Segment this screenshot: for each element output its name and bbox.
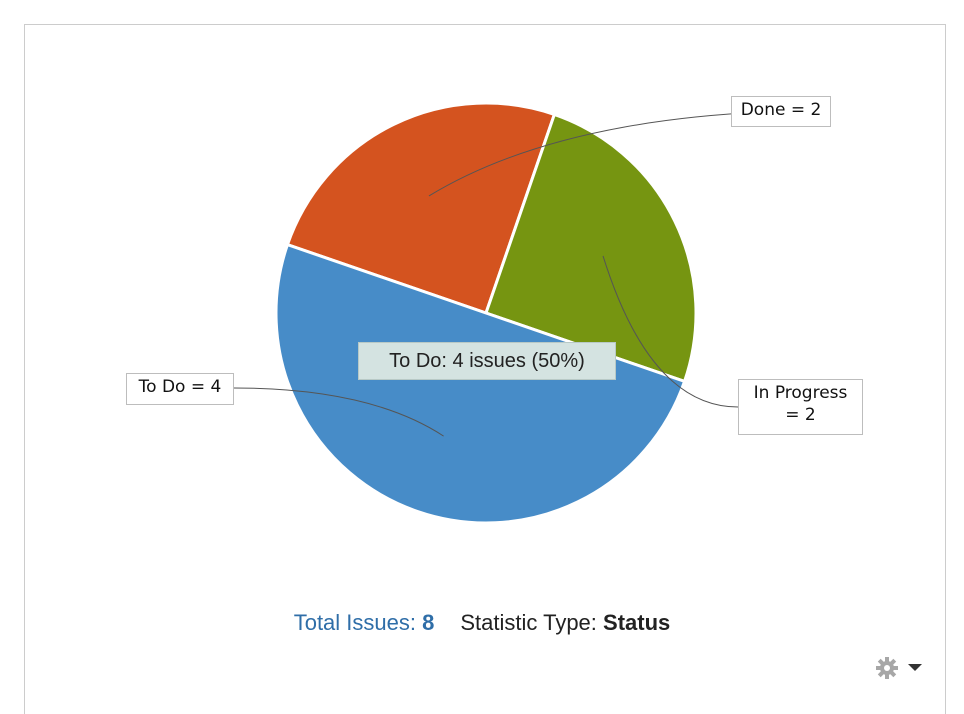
total-issues-value: 8 [422,610,435,635]
slice-label-done: Done = 2 [731,96,831,127]
slice-in-progress[interactable] [484,112,698,384]
slice-tooltip: To Do: 4 issues (50%) [358,342,616,380]
chart-footer: Total Issues: 8 Statistic Type: Status [0,610,964,636]
statistic-type-label: Statistic Type: [460,610,597,635]
slice-label-in-progress: In Progress = 2 [738,379,863,435]
slice-to-do[interactable] [274,242,687,525]
caret-down-icon [908,664,922,671]
total-issues-link[interactable]: Total Issues: 8 [294,610,435,635]
settings-menu-button[interactable] [874,656,926,680]
total-issues-label: Total Issues: [293,610,416,635]
slice-done[interactable] [285,101,557,315]
slice-label-to-do: To Do = 4 [126,373,234,405]
statistic-type-value: Status [603,610,671,635]
leader-line [233,387,444,437]
gear-icon [876,657,898,679]
leader-line [602,255,739,408]
